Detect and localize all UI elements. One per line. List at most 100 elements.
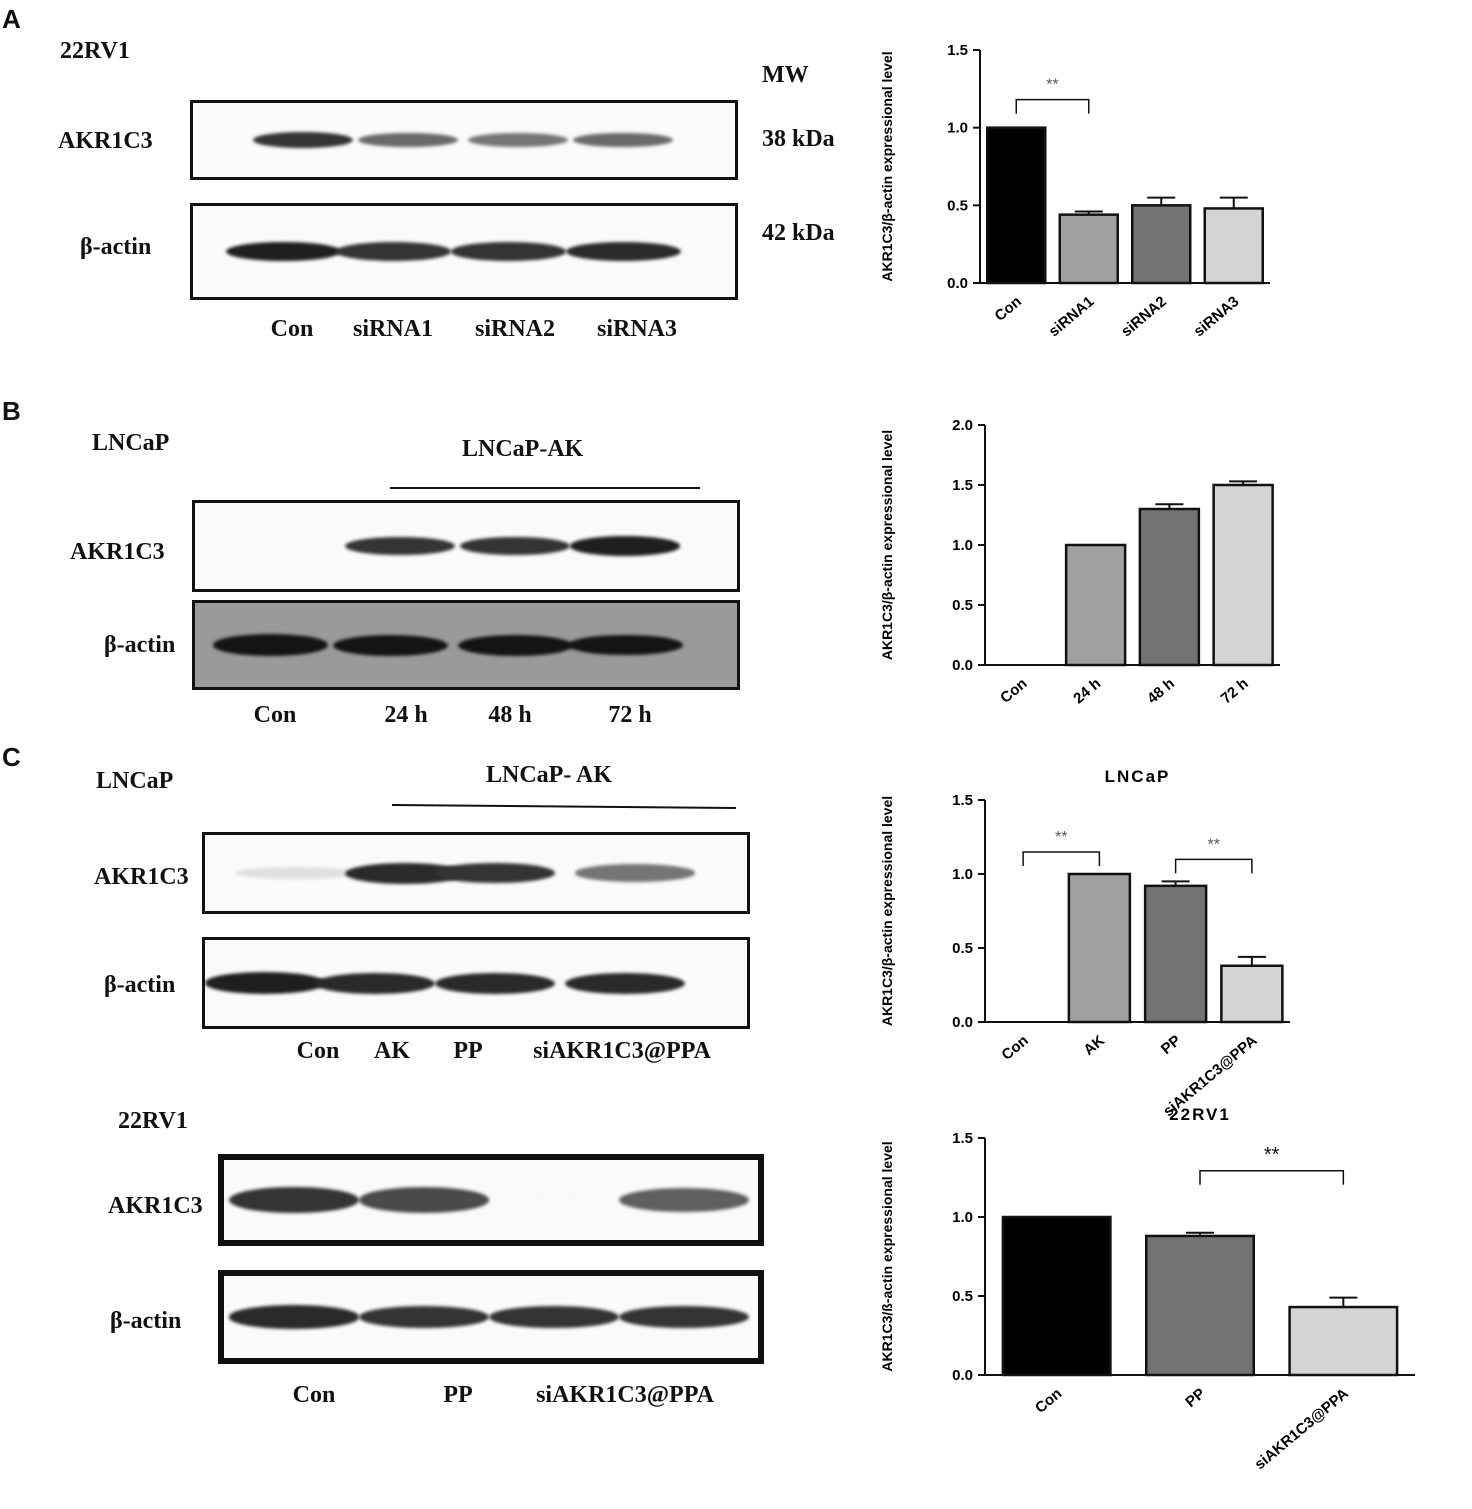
chart-c-lncap: LNCaP AKR1C3/β-actin expressional level 0.… (879, 767, 1290, 1120)
chart1-bar-2 (1138, 507, 1201, 667)
chart3-ylabel: AKR1C3/ß-actin expressional level (879, 1141, 895, 1371)
panel-b-akr1c3-blot (192, 500, 740, 592)
chart2-bar-0 (992, 1021, 1054, 1022)
panel-c-22rv1-akr1c3-blot (218, 1154, 764, 1246)
chart2-sig-label-1: ** (1208, 836, 1220, 853)
panel-a-lane-3: siRNA3 (596, 316, 678, 342)
chart1-xtick-label-3: 72 h (1218, 675, 1252, 707)
panel-c-group-line (391, 804, 736, 810)
panel-c-lncap-akr1c3-blot (202, 832, 750, 914)
chart2-sig-bracket-0 (1022, 851, 1101, 866)
panel-letter-a: A (2, 4, 21, 34)
chart1-xtick-label-0: Con (997, 675, 1030, 707)
chart0-sig-bracket-0 (1015, 98, 1090, 114)
chart0-ytick-label-0: 0.0 (947, 275, 968, 292)
chart2-sig-label-0: ** (1055, 829, 1067, 846)
chart0-ytick-label-3: 1.5 (947, 42, 968, 59)
chart2-xtick-label-1: AK (1080, 1032, 1108, 1059)
chart3-ytick-label-1: 0.5 (952, 1288, 973, 1305)
panel-c-lncap-lane-1: AK (374, 1038, 410, 1064)
blotC11-band-1 (315, 972, 435, 994)
panel-a-lane-0: Con (270, 316, 314, 342)
panel-b-lane-3: 72 h (608, 702, 652, 728)
blotC11-band-0 (205, 972, 325, 994)
blotA1-band-0 (225, 241, 341, 262)
panel-c-22rv1-lane-0: Con (292, 1382, 336, 1408)
chart1-bar-0 (992, 664, 1052, 665)
chart-a-knockdown: AKR1C3/β-actin expressional level 0.0 0.5 1… (879, 42, 1270, 340)
panel-b-group-label: LNCaP-AK (462, 436, 584, 462)
chart-c-22rv1: 22RV1 AKR1C3/ß-actin expressional level 0.… (879, 1105, 1415, 1473)
chart-b-time-course: AKR1C3/β-actin expressional level 0.0 0.5 1… (879, 417, 1280, 707)
blotC21-band-2 (489, 1305, 619, 1329)
blotC10-band-0 (235, 866, 355, 880)
blotB0-band-0 (225, 540, 335, 552)
blotA1-band-1 (335, 242, 451, 261)
panel-c-22rv1-cell-line: 22RV1 (118, 1108, 188, 1134)
mw-akr1c3: 38 kDa (762, 126, 835, 152)
chart0-bar-3 (1203, 207, 1264, 285)
chart3-bar-0 (1001, 1215, 1112, 1377)
chart1-xtick-label-2: 48 h (1144, 675, 1178, 707)
panel-a-lane-2: siRNA2 (474, 316, 556, 342)
blotA1-band-2 (450, 242, 566, 261)
chart2-ytick-label-3: 1.5 (952, 792, 973, 809)
chart2-sig-bracket-1 (1174, 858, 1253, 874)
chart2-ytick-label-0: 0.0 (952, 1014, 973, 1031)
blotC21-band-1 (359, 1305, 489, 1329)
chart0-xtick-label-1: siRNA1 (1046, 293, 1098, 340)
chart0-ytick-label-2: 1.0 (947, 120, 968, 137)
panel-c-22rv1-lane-1: PP (443, 1382, 473, 1408)
blotC21-band-3 (619, 1305, 749, 1329)
blotC10-band-2 (435, 862, 555, 884)
chart0-ytick-label-1: 0.5 (947, 197, 968, 214)
chart0-xtick-label-3: siRNA3 (1191, 293, 1243, 340)
panel-b-actin-label: β-actin (104, 632, 176, 658)
blotC11-band-2 (435, 972, 555, 994)
chart2-ylabel: AKR1C3/β-actin expressional level (879, 796, 895, 1026)
panel-letter-c: C (2, 742, 21, 772)
panel-b-lane-0: Con (253, 702, 297, 728)
chart2-bar-3 (1220, 964, 1284, 1024)
panel-b-lane-1: 24 h (384, 702, 428, 728)
blotA0-band-3 (573, 132, 673, 148)
chart2-bar-2 (1143, 884, 1208, 1024)
chart1-ytick-label-1: 0.5 (952, 597, 973, 614)
chart3-sig-label-0: ** (1264, 1144, 1280, 1166)
blotA0-band-2 (468, 133, 568, 147)
mw-actin: 42 kDa (762, 220, 835, 246)
chart1-ylabel: AKR1C3/β-actin expressional level (879, 430, 895, 660)
chart3-bar-1 (1145, 1234, 1255, 1377)
blotC20-band-3 (619, 1187, 749, 1213)
blotC20-band-1 (359, 1187, 489, 1213)
blotC20-band-2 (489, 1192, 619, 1208)
blotB0-band-1 (345, 536, 455, 556)
panel-b-lane-2: 48 h (488, 702, 532, 728)
panel-c-lncap-lane-2: PP (453, 1038, 483, 1064)
chart2-ytick-label-2: 1.0 (952, 866, 973, 883)
chart0-bar-1 (1058, 213, 1119, 285)
chart3-sig-bracket-0 (1199, 1170, 1345, 1185)
panel-a-akr1c3-label: AKR1C3 (58, 128, 153, 154)
panel-a-lane-1: siRNA1 (352, 316, 434, 342)
chart2-xtick-label-0: Con (998, 1032, 1031, 1064)
chart1-bar-1 (1064, 543, 1127, 667)
chart3-title: 22RV1 (1169, 1105, 1231, 1124)
chart0-ylabel: AKR1C3/β-actin expressional level (879, 51, 895, 281)
panel-b-akr1c3-label: AKR1C3 (70, 539, 165, 565)
blotB0-band-3 (570, 536, 680, 556)
panel-a-akr1c3-blot (190, 100, 738, 180)
chart1-xtick-label-1: 24 h (1070, 675, 1104, 707)
blotA1-band-3 (565, 242, 681, 261)
panel-b-group-line (390, 487, 700, 489)
blotA0-band-1 (358, 132, 458, 148)
chart3-ytick-label-2: 1.0 (952, 1209, 973, 1226)
chart3-ytick-label-0: 0.0 (952, 1367, 973, 1384)
panel-c-22rv1-actin-label: β-actin (110, 1308, 182, 1334)
panel-c-lncap-lane-3: siAKR1C3@PPA (533, 1038, 711, 1064)
blotC20-band-0 (229, 1186, 359, 1214)
blotC10-band-1 (345, 862, 465, 884)
chart2-xtick-label-2: PP (1158, 1032, 1184, 1058)
chart2-title: LNCaP (1105, 767, 1171, 786)
mw-header: MW (762, 62, 809, 88)
